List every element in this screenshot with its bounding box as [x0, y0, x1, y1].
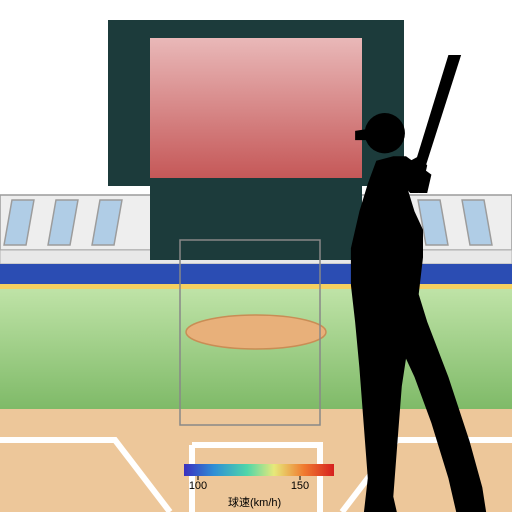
speed-legend-title: 球速(km/h): [228, 494, 281, 510]
scoreboard-pillar: [150, 186, 362, 260]
legend-tick-label: 150: [285, 480, 315, 492]
speed-legend-bar: [184, 464, 334, 476]
pitchers-mound: [186, 315, 326, 349]
wall-blue: [0, 264, 512, 284]
wall-yellow: [0, 284, 512, 289]
legend-tick-label: 100: [183, 480, 213, 492]
stadium-scene-svg: [0, 0, 512, 512]
pitch-speed-diagram: 100 150 球速(km/h): [0, 0, 512, 512]
scoreboard-screen: [150, 38, 362, 178]
